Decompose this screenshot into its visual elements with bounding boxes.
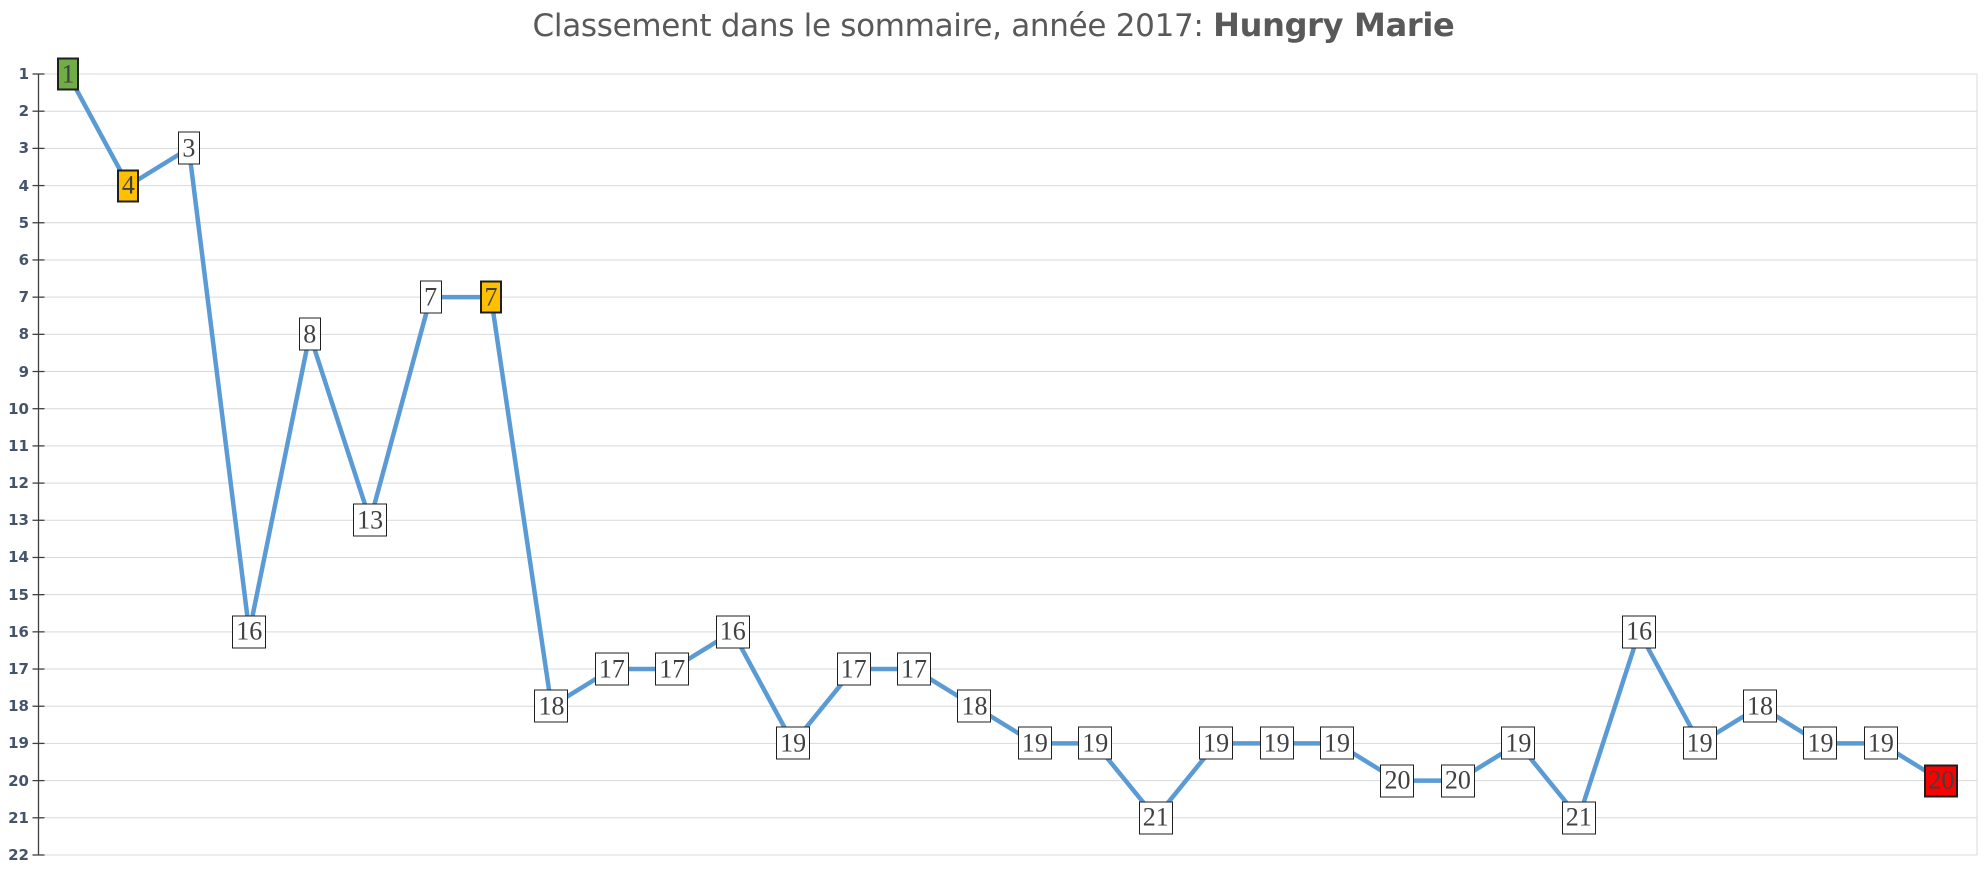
data-point-label: 19 (776, 726, 811, 760)
y-tick-label: 2 (18, 102, 29, 121)
data-point-label: 17 (836, 652, 871, 686)
y-tick-label: 14 (8, 548, 29, 567)
data-point-label: 17 (897, 652, 932, 686)
data-point-label: 19 (1863, 726, 1898, 760)
data-point-label: 8 (298, 317, 321, 351)
data-point-label: 21 (1561, 801, 1596, 835)
y-tick-label: 17 (8, 660, 29, 679)
data-point-label: 17 (594, 652, 629, 686)
data-point-label: 7 (480, 280, 502, 314)
y-tick-label: 11 (8, 436, 29, 455)
data-point-label: 19 (1803, 726, 1838, 760)
y-tick-label: 3 (18, 139, 29, 158)
y-tick-label: 20 (8, 771, 29, 790)
data-point-label: 18 (1743, 689, 1778, 723)
data-point-label: 16 (232, 615, 267, 649)
data-point-label: 20 (1924, 764, 1959, 798)
data-point-label: 18 (957, 689, 992, 723)
chart-title-series-name: Hungry Marie (1213, 6, 1455, 44)
y-tick-label: 12 (8, 474, 29, 493)
line-series (65, 71, 1944, 821)
data-point-label: 19 (1078, 726, 1113, 760)
y-tick-label: 7 (18, 288, 29, 307)
data-point-label: 7 (419, 280, 442, 314)
y-tick-label: 8 (18, 325, 29, 344)
chart-title: Classement dans le sommaire, année 2017:… (0, 6, 1987, 44)
y-tick-label: 6 (18, 250, 29, 269)
data-point-label: 20 (1380, 764, 1415, 798)
data-point-label: 16 (715, 615, 750, 649)
data-point-label: 17 (655, 652, 690, 686)
data-point-label: 19 (1199, 726, 1234, 760)
y-tick-label: 22 (8, 845, 29, 864)
y-tick-label: 9 (18, 362, 29, 381)
y-tick-label: 10 (8, 399, 29, 418)
y-tick-label: 4 (18, 176, 29, 195)
chart-title-text: Classement dans le sommaire, année 2017: (532, 8, 1214, 44)
y-tick-label: 5 (18, 213, 29, 232)
data-point-label: 19 (1320, 726, 1355, 760)
y-tick-label: 19 (8, 734, 29, 753)
y-tick-label: 16 (8, 622, 29, 641)
y-tick-label: 18 (8, 697, 29, 716)
y-tick-label: 13 (8, 511, 29, 530)
data-point-label: 18 (534, 689, 569, 723)
y-tick-label: 21 (8, 808, 29, 827)
data-point-label: 19 (1017, 726, 1052, 760)
y-tick-label: 15 (8, 585, 29, 604)
data-point-label: 19 (1501, 726, 1536, 760)
data-point-label: 13 (353, 503, 388, 537)
data-point-label: 4 (117, 169, 140, 203)
data-point-label: 1 (57, 57, 79, 91)
data-point-label: 19 (1682, 726, 1717, 760)
data-point-label: 20 (1440, 764, 1475, 798)
data-point-label: 16 (1622, 615, 1657, 649)
data-point-label: 21 (1138, 801, 1173, 835)
data-point-label: 3 (177, 131, 200, 165)
y-tick-label: 1 (18, 65, 29, 83)
data-point-label: 19 (1259, 726, 1294, 760)
